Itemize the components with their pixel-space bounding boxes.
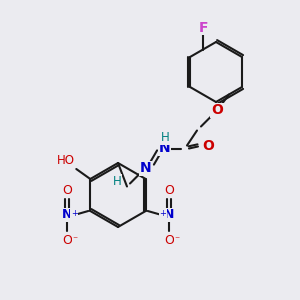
Text: O: O [211, 103, 223, 118]
Text: N: N [159, 142, 171, 155]
Text: H: H [160, 131, 169, 144]
Text: O: O [202, 140, 214, 154]
Text: N: N [140, 161, 152, 176]
Text: HO: HO [57, 154, 75, 167]
Text: N: N [62, 208, 73, 221]
Text: ⁻: ⁻ [174, 235, 179, 245]
Text: O: O [164, 184, 174, 197]
Text: +: + [159, 209, 166, 218]
Text: O: O [62, 233, 72, 247]
Text: O: O [62, 184, 72, 197]
Text: ⁻: ⁻ [73, 235, 78, 245]
Text: +: + [71, 209, 78, 218]
Text: F: F [198, 20, 208, 34]
Text: H: H [112, 175, 122, 188]
Text: O: O [164, 233, 174, 247]
Text: N: N [164, 208, 174, 221]
